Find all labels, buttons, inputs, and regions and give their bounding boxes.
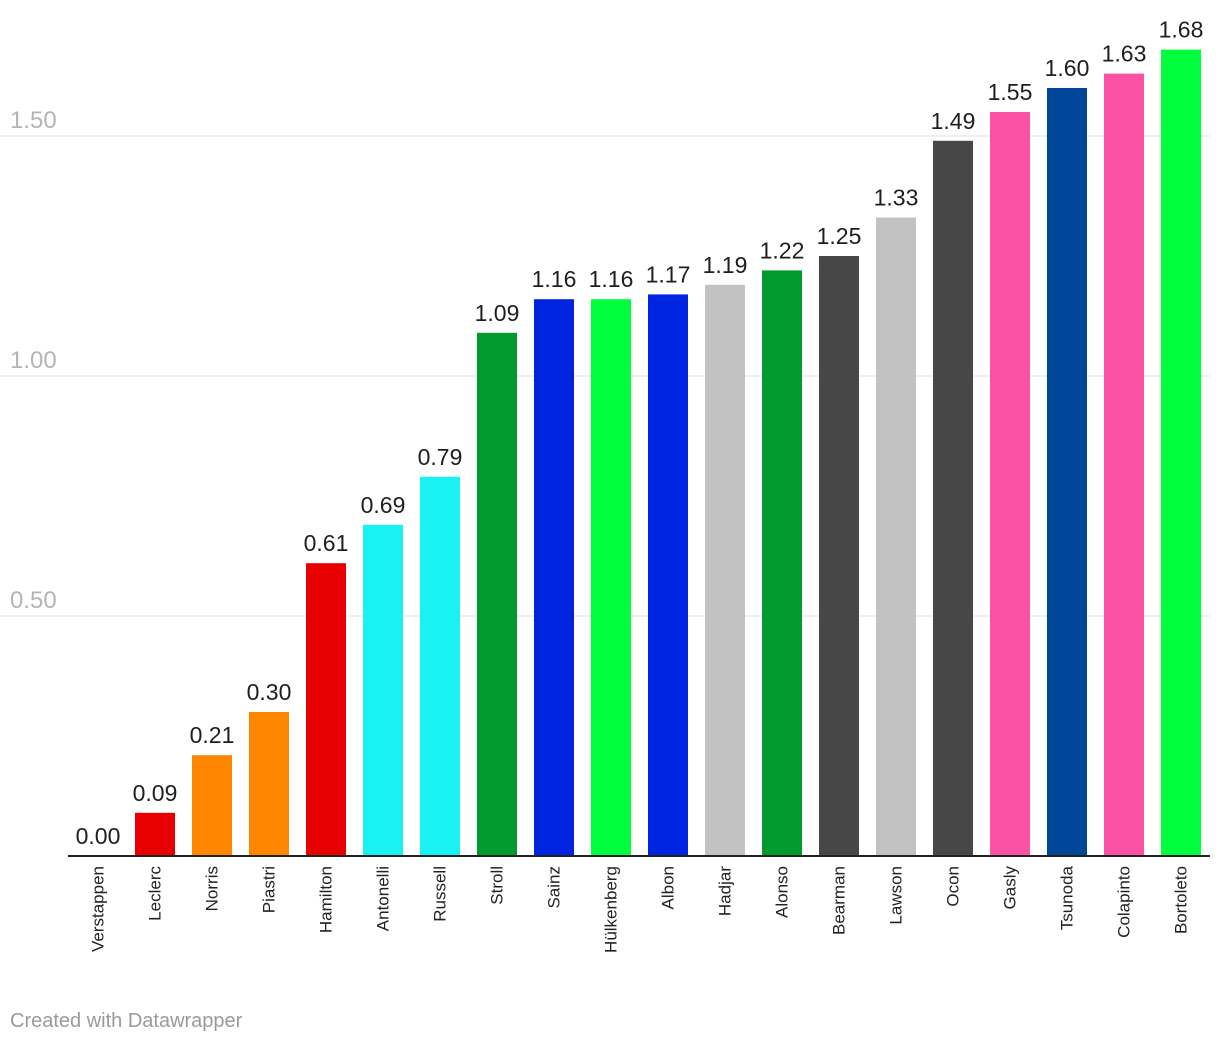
category-label: Tsunoda (1058, 865, 1077, 930)
category-labels: Verstappen Leclerc Norris Piastri Hamilton An… (89, 865, 1191, 952)
bar (705, 284, 745, 856)
bars (135, 49, 1201, 857)
bar (990, 112, 1030, 856)
bar (762, 270, 802, 856)
bar (363, 524, 403, 856)
category-label: Norris (203, 866, 222, 911)
category-label: Verstappen (89, 866, 108, 952)
category-label: Hadjar (716, 866, 735, 916)
bar (192, 755, 232, 856)
category-label: Sainz (545, 866, 564, 909)
bar (249, 712, 289, 856)
bar-value-label: 1.60 (1045, 55, 1090, 81)
bar (534, 299, 574, 856)
bar (876, 217, 916, 857)
category-label: Leclerc (146, 866, 165, 921)
bar (933, 140, 973, 857)
bar-value-label: 1.49 (931, 108, 976, 134)
bar-value-label: 1.68 (1159, 17, 1204, 43)
bar (591, 299, 631, 856)
category-label: Antonelli (374, 866, 393, 931)
category-label: Hamilton (317, 866, 336, 933)
category-label: Colapinto (1115, 866, 1134, 938)
bar-value-label: 1.19 (703, 252, 748, 278)
bar (1104, 73, 1144, 857)
bar-value-label: 0.79 (418, 444, 463, 470)
bar (819, 256, 859, 856)
category-label: Ocon (944, 866, 963, 907)
bar-value-label: 0.69 (361, 492, 406, 518)
category-label: Lawson (887, 866, 906, 925)
bar (1161, 49, 1201, 857)
category-label: Russell (431, 866, 450, 922)
y-tick-label: 0.50 (10, 587, 57, 614)
category-label: Bearman (830, 866, 849, 935)
y-tick-label: 1.50 (10, 107, 57, 134)
bar-value-label: 0.61 (304, 530, 349, 556)
bar (1047, 88, 1087, 856)
y-tick-label: 1.00 (10, 347, 57, 374)
bar (477, 332, 517, 856)
bar-value-label: 1.25 (817, 223, 862, 249)
bar-value-label: 0.21 (190, 722, 235, 748)
category-label: Albon (659, 866, 678, 909)
footer-credit: Created with Datawrapper (10, 1010, 243, 1032)
category-label: Stroll (488, 866, 507, 905)
bar (420, 476, 460, 856)
bar-value-label: 0.30 (247, 679, 292, 705)
bar (648, 294, 688, 856)
bar-value-label: 1.17 (646, 261, 691, 287)
category-label: Hülkenberg (602, 866, 621, 953)
y-axis-ticks: 0.50 1.00 1.50 (10, 107, 57, 614)
bar-value-label: 1.33 (874, 185, 919, 211)
bar-value-label: 0.00 (76, 823, 121, 849)
bar (135, 812, 175, 856)
bar-chart: 0.50 1.00 1.50 0.00 0.09 0.21 0.30 0.61 0.69 0.7… (0, 17, 1210, 953)
bar-value-label: 0.09 (133, 780, 178, 806)
bar-value-label: 1.55 (988, 79, 1033, 105)
value-labels: 0.00 0.09 0.21 0.30 0.61 0.69 0.79 1.09 1.16 1.16… (76, 17, 1204, 849)
category-label: Bortoleto (1172, 866, 1191, 934)
category-label: Alonso (773, 866, 792, 918)
bar-value-label: 1.16 (532, 266, 577, 292)
category-label: Gasly (1001, 866, 1020, 910)
category-label: Piastri (260, 866, 279, 913)
bar-value-label: 1.63 (1102, 41, 1147, 67)
bar-value-label: 1.16 (589, 266, 634, 292)
bar-value-label: 1.09 (475, 300, 520, 326)
bar (306, 563, 346, 856)
bar-value-label: 1.22 (760, 237, 805, 263)
